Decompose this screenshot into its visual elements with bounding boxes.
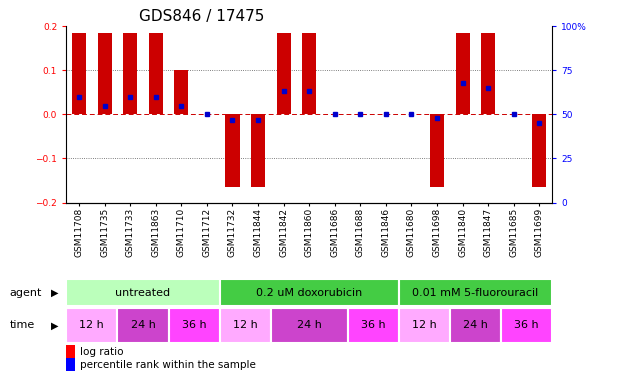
Bar (117, 308, 168, 343)
Text: 36 h: 36 h (182, 320, 206, 330)
Text: 24 h: 24 h (297, 320, 322, 330)
Bar (220, 308, 271, 343)
Bar (66, 358, 75, 373)
Text: GDS846 / 17475: GDS846 / 17475 (139, 9, 264, 24)
Text: 36 h: 36 h (361, 320, 386, 330)
Bar (225, 114, 240, 187)
Text: 24 h: 24 h (131, 320, 155, 330)
Bar (149, 33, 163, 114)
Bar (533, 114, 546, 187)
Text: 36 h: 36 h (514, 320, 539, 330)
Text: 0.01 mM 5-fluorouracil: 0.01 mM 5-fluorouracil (412, 288, 538, 297)
Bar (98, 33, 112, 114)
Text: 12 h: 12 h (80, 320, 104, 330)
Text: log ratio: log ratio (80, 347, 123, 357)
Bar (168, 308, 220, 343)
Bar (220, 279, 399, 306)
Text: percentile rank within the sample: percentile rank within the sample (80, 360, 256, 370)
Bar (66, 279, 220, 306)
Bar (456, 33, 469, 114)
Bar (481, 33, 495, 114)
Bar (271, 308, 348, 343)
Bar (430, 114, 444, 187)
Bar (302, 33, 316, 114)
Bar (399, 308, 450, 343)
Bar (399, 279, 552, 306)
Text: time: time (9, 320, 35, 330)
Bar (348, 308, 399, 343)
Text: agent: agent (9, 288, 42, 297)
Bar (72, 33, 86, 114)
Bar (251, 114, 265, 187)
Bar (123, 33, 137, 114)
Bar (501, 308, 552, 343)
Text: ▶: ▶ (50, 320, 58, 330)
Bar (276, 33, 291, 114)
Text: 0.2 uM doxorubicin: 0.2 uM doxorubicin (256, 288, 362, 297)
Bar (66, 345, 75, 359)
Bar (450, 308, 501, 343)
Text: ▶: ▶ (50, 288, 58, 297)
Text: 12 h: 12 h (233, 320, 257, 330)
Text: 12 h: 12 h (412, 320, 437, 330)
Text: 24 h: 24 h (463, 320, 488, 330)
Bar (66, 308, 117, 343)
Bar (174, 70, 189, 114)
Text: untreated: untreated (115, 288, 170, 297)
